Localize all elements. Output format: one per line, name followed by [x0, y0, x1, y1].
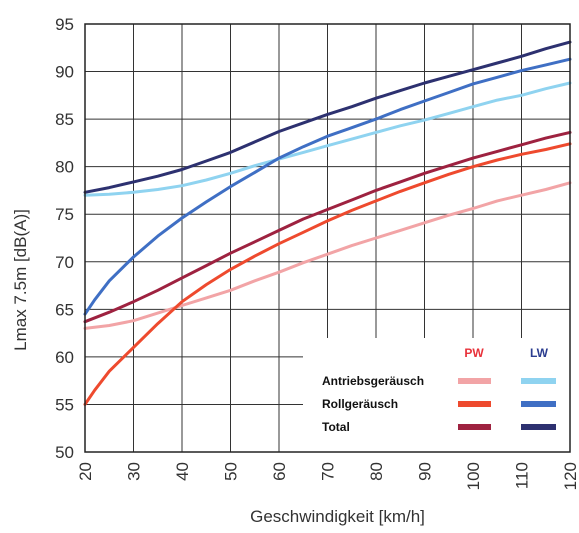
- x-tick-label: 110: [513, 462, 532, 489]
- y-tick-label: 90: [55, 63, 74, 82]
- y-tick-label: 80: [55, 158, 74, 177]
- y-tick-label: 65: [55, 300, 74, 319]
- legend-header-lw: LW: [530, 346, 549, 360]
- y-tick-label: 55: [55, 395, 74, 414]
- legend-box: [303, 338, 570, 452]
- y-tick-label: 60: [55, 348, 74, 367]
- series-line-lw-3: [83, 81, 572, 197]
- y-axis-label: Lmax 7.5m [dB(A)]: [11, 209, 30, 351]
- x-tick-label: 30: [125, 462, 144, 481]
- x-tick-label: 90: [416, 462, 435, 481]
- y-tick-label: 95: [55, 15, 74, 34]
- x-tick-label: 80: [367, 462, 386, 481]
- y-tick-label: 85: [55, 110, 74, 129]
- series-line-pw-1: [83, 142, 572, 406]
- legend-header-pw: PW: [464, 346, 484, 360]
- x-tick-label: 100: [464, 462, 483, 490]
- x-tick-label: 70: [319, 462, 338, 481]
- legend-label-0: Antriebsgeräusch: [322, 374, 424, 388]
- y-tick-label: 75: [55, 205, 74, 224]
- y-tick-label: 70: [55, 253, 74, 272]
- series-line-lw-5: [83, 40, 572, 194]
- x-tick-label: 50: [222, 462, 241, 481]
- legend-label-2: Total: [322, 420, 350, 434]
- series-line-pw-2: [83, 130, 572, 324]
- plot-frame: [84, 23, 571, 453]
- x-axis-label: Geschwindigkeit [km/h]: [250, 507, 425, 526]
- y-tick-label: 50: [55, 443, 74, 462]
- legend: PW LW Antriebsgeräusch Rollgeräusch Total: [322, 346, 556, 434]
- x-tick-label: 60: [270, 462, 289, 481]
- series-line-pw-0: [83, 181, 572, 330]
- x-tick-label: 20: [76, 462, 95, 481]
- series-line-lw-4: [83, 57, 572, 316]
- x-tick-label: 120: [561, 462, 579, 490]
- x-tick-label: 40: [173, 462, 192, 481]
- legend-label-1: Rollgeräusch: [322, 397, 398, 411]
- series-layer: [83, 40, 572, 406]
